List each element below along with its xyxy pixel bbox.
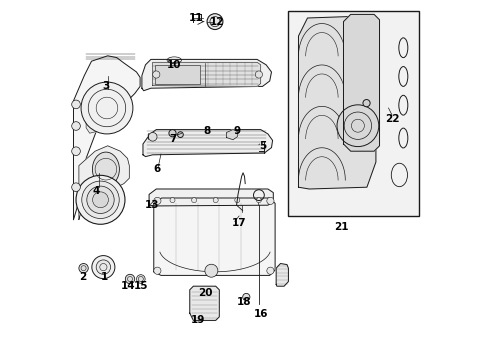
Polygon shape (79, 146, 129, 220)
Text: 11: 11 (188, 13, 203, 23)
Circle shape (125, 274, 134, 284)
Text: 20: 20 (197, 288, 212, 298)
Text: 5: 5 (258, 141, 265, 151)
Text: 3: 3 (102, 81, 109, 91)
Circle shape (266, 197, 273, 204)
Circle shape (72, 100, 80, 109)
Polygon shape (153, 198, 275, 275)
Circle shape (266, 267, 273, 274)
Circle shape (72, 147, 80, 156)
Circle shape (76, 175, 125, 224)
Text: 9: 9 (233, 126, 240, 136)
Circle shape (336, 105, 378, 147)
Text: 16: 16 (253, 309, 267, 319)
Circle shape (81, 181, 119, 219)
Text: 15: 15 (134, 281, 148, 291)
Circle shape (87, 186, 114, 213)
Circle shape (168, 130, 176, 137)
Circle shape (96, 260, 110, 274)
Circle shape (206, 14, 223, 30)
Polygon shape (73, 56, 140, 220)
Circle shape (170, 198, 175, 203)
Ellipse shape (92, 152, 119, 186)
Polygon shape (152, 62, 260, 86)
Polygon shape (86, 88, 131, 133)
Circle shape (256, 198, 261, 203)
Circle shape (153, 267, 161, 274)
Polygon shape (189, 286, 219, 320)
Text: 10: 10 (166, 60, 181, 70)
Bar (154, 65, 199, 84)
Circle shape (204, 264, 218, 277)
Circle shape (255, 71, 262, 78)
Text: 8: 8 (203, 126, 210, 136)
Circle shape (148, 132, 157, 141)
Circle shape (177, 132, 183, 138)
Text: 18: 18 (237, 297, 251, 307)
Polygon shape (276, 264, 288, 286)
Text: 12: 12 (210, 17, 224, 27)
Circle shape (81, 82, 133, 134)
Text: 17: 17 (231, 218, 246, 228)
Polygon shape (343, 14, 379, 151)
Text: 4: 4 (92, 186, 100, 196)
Text: 13: 13 (144, 200, 159, 210)
Polygon shape (298, 16, 375, 189)
Circle shape (152, 71, 160, 78)
Polygon shape (149, 189, 273, 206)
Circle shape (72, 183, 80, 192)
Circle shape (242, 293, 249, 301)
Text: 21: 21 (334, 222, 348, 232)
Circle shape (92, 256, 115, 279)
Circle shape (136, 275, 145, 283)
Text: 14: 14 (121, 281, 136, 291)
Polygon shape (226, 130, 237, 140)
Circle shape (362, 100, 369, 107)
Circle shape (191, 198, 196, 203)
Text: 22: 22 (384, 114, 399, 124)
Bar (287, 11, 418, 216)
Polygon shape (142, 59, 271, 91)
Text: 6: 6 (153, 164, 161, 174)
Circle shape (234, 198, 239, 203)
Text: 7: 7 (168, 134, 176, 144)
Text: 2: 2 (80, 272, 87, 282)
Circle shape (72, 122, 80, 130)
Circle shape (92, 192, 108, 208)
Circle shape (213, 198, 218, 203)
Text: 19: 19 (190, 315, 204, 325)
Text: 1: 1 (100, 272, 107, 282)
Circle shape (79, 264, 88, 273)
Circle shape (153, 197, 161, 204)
Polygon shape (142, 130, 272, 157)
